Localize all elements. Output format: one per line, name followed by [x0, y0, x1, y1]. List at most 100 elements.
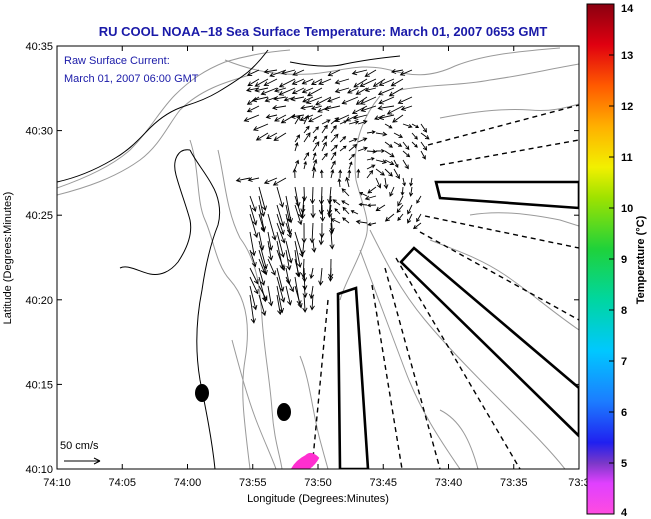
current-vector [265, 132, 278, 140]
current-vector [383, 177, 389, 190]
coverage-boundary [439, 139, 579, 166]
current-vector [327, 96, 341, 103]
current-vector [402, 123, 413, 129]
current-vector [337, 178, 342, 188]
current-vector [378, 114, 395, 121]
current-vector [302, 96, 314, 103]
colorbar-tick-label: 10 [621, 203, 633, 215]
coverage-boundary [424, 215, 579, 249]
current-vector [243, 114, 260, 122]
current-vector [292, 69, 305, 76]
current-vector [348, 153, 356, 161]
current-vector [252, 123, 269, 131]
current-vector [309, 294, 315, 311]
current-vector [399, 69, 413, 76]
x-tick-label: 74:10 [43, 477, 71, 489]
current-vector [375, 204, 386, 212]
coastline-bay [119, 149, 192, 275]
current-vector [384, 123, 393, 129]
y-axis-label: Latitude (Degrees:Minutes) [2, 192, 14, 325]
current-vector [265, 114, 278, 120]
current-vector [267, 240, 274, 261]
current-vector [320, 204, 326, 222]
current-vector [246, 105, 260, 113]
current-vector [249, 267, 259, 285]
current-vector [309, 186, 316, 205]
current-vector [341, 188, 350, 197]
current-vector [359, 96, 377, 105]
current-vector [321, 141, 327, 152]
contour-line [231, 339, 277, 469]
current-vector [347, 87, 359, 94]
current-vector [367, 186, 377, 194]
current-vector [278, 87, 296, 96]
current-vector [348, 137, 358, 143]
current-vector [290, 113, 305, 120]
current-vector [303, 132, 311, 143]
x-tick-label: 74:05 [108, 477, 136, 489]
current-vector [302, 294, 308, 313]
current-vector [294, 285, 303, 309]
coverage-boundary [419, 231, 579, 321]
current-vector [294, 115, 301, 125]
current-vector [393, 168, 400, 180]
current-vector [420, 141, 428, 151]
current-vector [310, 105, 323, 111]
current-vector [267, 213, 277, 241]
current-vector [274, 87, 287, 93]
current-vector [258, 294, 267, 317]
current-vector [359, 78, 377, 88]
current-vector [366, 164, 376, 170]
contour-line [57, 49, 291, 189]
x-tick-label: 73:50 [304, 477, 332, 489]
current-vector [249, 204, 258, 226]
current-vector [345, 176, 350, 188]
current-vector [249, 231, 257, 257]
current-vector [402, 177, 406, 187]
current-vector [378, 78, 395, 87]
current-vector [408, 186, 414, 197]
current-vector [321, 119, 331, 125]
current-vector [392, 114, 404, 123]
current-vector [397, 195, 404, 207]
current-vector [255, 132, 269, 141]
coverage-boundary [384, 267, 441, 469]
radar-beam [336, 286, 370, 469]
landmark-dot [277, 403, 291, 421]
current-vector [300, 204, 306, 220]
current-vector [375, 159, 388, 165]
current-vector [274, 114, 287, 122]
current-vector [303, 152, 310, 161]
current-vector [246, 69, 260, 77]
current-vector [294, 204, 303, 226]
current-vector [364, 87, 377, 93]
contour-line [369, 229, 566, 469]
y-tick-label: 40:10 [25, 464, 53, 476]
current-vector [301, 222, 307, 244]
current-vector [278, 78, 296, 88]
current-vector [276, 249, 286, 272]
current-vector [355, 219, 368, 225]
current-vector [420, 132, 430, 140]
current-vector [249, 213, 259, 239]
current-vector [272, 177, 287, 186]
current-vector [301, 186, 308, 202]
radar-coverage-boundaries [311, 104, 579, 469]
current-vector [276, 204, 285, 227]
current-vector [386, 105, 404, 115]
current-vector [285, 222, 292, 239]
y-tick-label: 40:15 [25, 379, 53, 391]
current-vector [377, 87, 395, 96]
current-vector [254, 78, 269, 87]
colorbar-tick-label: 11 [621, 152, 633, 164]
colorbar-tick-label: 12 [621, 101, 633, 113]
current-vector [310, 204, 316, 219]
current-vector [294, 240, 303, 269]
current-vector [311, 166, 317, 179]
current-vector [258, 258, 266, 275]
current-vector [294, 258, 301, 278]
current-vector [329, 222, 335, 235]
current-vector [393, 132, 404, 138]
current-vector [416, 195, 422, 204]
